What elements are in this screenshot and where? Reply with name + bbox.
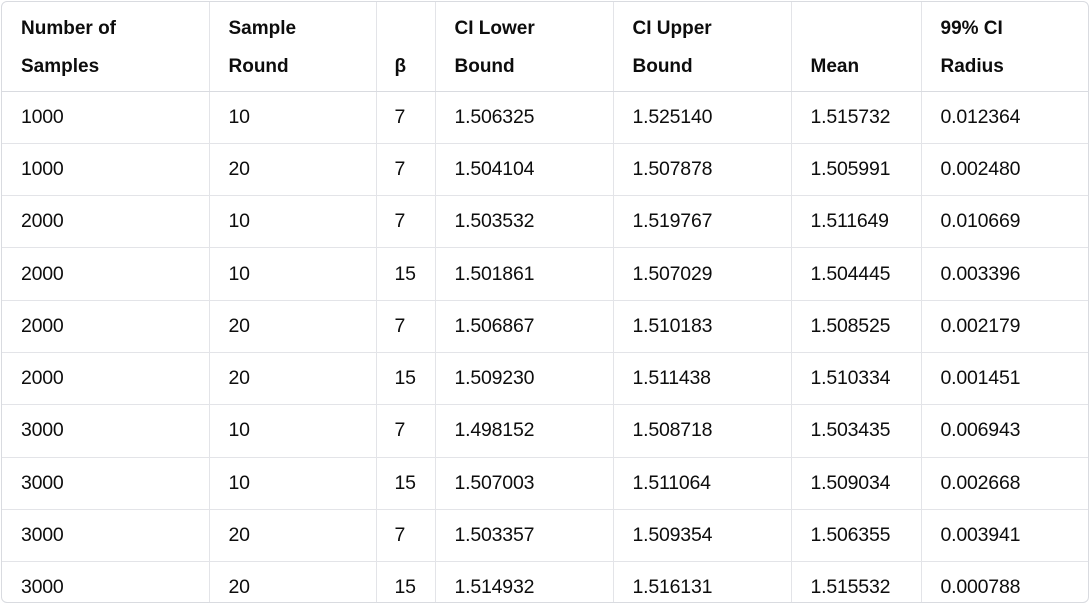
header-ci-upper-bound: CI Upper Bound [613, 2, 792, 92]
cell-number-of-samples: 3000 [2, 457, 210, 510]
cell-ci-upper-bound: 1.511064 [613, 457, 792, 510]
cell-ci-lower-bound: 1.507003 [435, 457, 614, 510]
cell-ci-radius: 0.010669 [921, 195, 1088, 249]
table-body: 1000 10 7 1.506325 1.525140 1.515732 0.012364 1… [2, 91, 1088, 602]
cell-number-of-samples: 2000 [2, 247, 210, 301]
cell-mean: 1.505991 [791, 143, 922, 197]
cell-ci-upper-bound: 1.511438 [613, 352, 792, 406]
header-mean: Mean [791, 2, 922, 92]
cell-ci-lower-bound: 1.506867 [435, 300, 614, 353]
cell-ci-upper-bound: 1.509354 [613, 509, 792, 563]
table-row: 3000 20 15 1.514932 1.516131 1.515532 0.000788 [2, 561, 1088, 602]
cell-ci-radius: 0.003941 [921, 509, 1088, 563]
cell-ci-upper-bound: 1.510183 [613, 300, 792, 353]
cell-ci-lower-bound: 1.501861 [435, 247, 614, 301]
cell-ci-upper-bound: 1.507029 [613, 247, 792, 301]
cell-ci-radius: 0.012364 [921, 91, 1088, 144]
cell-mean: 1.508525 [791, 300, 922, 353]
cell-beta: 15 [376, 352, 436, 406]
header-ci-radius: 99% CI Radius [921, 2, 1088, 92]
cell-ci-upper-bound: 1.525140 [613, 91, 792, 144]
cell-mean: 1.510334 [791, 352, 922, 406]
cell-sample-round: 20 [209, 509, 377, 563]
header-ci-lower-bound: CI Lower Bound [435, 2, 614, 92]
cell-mean: 1.504445 [791, 247, 922, 301]
cell-mean: 1.511649 [791, 195, 922, 249]
cell-ci-lower-bound: 1.506325 [435, 91, 614, 144]
cell-ci-upper-bound: 1.508718 [613, 404, 792, 458]
cell-number-of-samples: 2000 [2, 352, 210, 406]
table-header: Number of Samples Sample Round β CI Lowe… [2, 2, 1088, 92]
cell-ci-upper-bound: 1.519767 [613, 195, 792, 249]
cell-beta: 15 [376, 457, 436, 510]
table-row: 3000 10 7 1.498152 1.508718 1.503435 0.006943 [2, 404, 1088, 458]
cell-sample-round: 10 [209, 195, 377, 249]
table-row: 3000 20 7 1.503357 1.509354 1.506355 0.003941 [2, 509, 1088, 563]
cell-sample-round: 10 [209, 457, 377, 510]
cell-beta: 7 [376, 91, 436, 144]
cell-number-of-samples: 3000 [2, 509, 210, 563]
cell-beta: 7 [376, 300, 436, 353]
cell-mean: 1.515732 [791, 91, 922, 144]
cell-beta: 15 [376, 247, 436, 301]
cell-sample-round: 20 [209, 143, 377, 197]
cell-ci-lower-bound: 1.503532 [435, 195, 614, 249]
cell-beta: 7 [376, 509, 436, 563]
cell-mean: 1.506355 [791, 509, 922, 563]
cell-ci-lower-bound: 1.504104 [435, 143, 614, 197]
cell-number-of-samples: 3000 [2, 404, 210, 458]
cell-ci-radius: 0.003396 [921, 247, 1088, 301]
cell-mean: 1.515532 [791, 561, 922, 602]
cell-mean: 1.503435 [791, 404, 922, 458]
cell-mean: 1.509034 [791, 457, 922, 510]
cell-sample-round: 10 [209, 91, 377, 144]
cell-ci-upper-bound: 1.507878 [613, 143, 792, 197]
cell-ci-radius: 0.002668 [921, 457, 1088, 510]
cell-ci-radius: 0.002179 [921, 300, 1088, 353]
header-beta: β [376, 2, 436, 92]
cell-ci-lower-bound: 1.498152 [435, 404, 614, 458]
cell-sample-round: 10 [209, 404, 377, 458]
header-number-of-samples: Number of Samples [2, 2, 210, 92]
header-sample-round: Sample Round [209, 2, 377, 92]
cell-ci-lower-bound: 1.509230 [435, 352, 614, 406]
table-row: 3000 10 15 1.507003 1.511064 1.509034 0.002668 [2, 457, 1088, 510]
cell-number-of-samples: 2000 [2, 300, 210, 353]
header-row: Number of Samples Sample Round β CI Lowe… [2, 2, 1088, 92]
table-row: 1000 10 7 1.506325 1.525140 1.515732 0.012364 [2, 91, 1088, 144]
cell-sample-round: 20 [209, 300, 377, 353]
cell-sample-round: 20 [209, 561, 377, 602]
table-row: 2000 10 15 1.501861 1.507029 1.504445 0.003396 [2, 247, 1088, 301]
table-row: 2000 20 15 1.509230 1.511438 1.510334 0.001451 [2, 352, 1088, 406]
cell-ci-radius: 0.002480 [921, 143, 1088, 197]
cell-beta: 7 [376, 143, 436, 197]
cell-ci-radius: 0.000788 [940, 576, 1021, 599]
cell-sample-round: 20 [209, 352, 377, 406]
cell-ci-radius: 0.006943 [921, 404, 1088, 458]
cell-number-of-samples: 2000 [2, 195, 210, 249]
cell-ci-radius: 0.001451 [921, 352, 1088, 406]
cell-number-of-samples: 3000 [2, 561, 210, 602]
table-row: 2000 20 7 1.506867 1.510183 1.508525 0.002179 [2, 300, 1088, 353]
cell-number-of-samples: 1000 [2, 143, 210, 197]
cell-beta: 7 [376, 404, 436, 458]
cell-beta: 7 [376, 195, 436, 249]
table-row: 2000 10 7 1.503532 1.519767 1.511649 0.010669 [2, 195, 1088, 249]
cell-ci-lower-bound: 1.514932 [435, 561, 614, 602]
table-row: 1000 20 7 1.504104 1.507878 1.505991 0.002480 [2, 143, 1088, 197]
cell-sample-round: 10 [209, 247, 377, 301]
cell-beta: 15 [376, 561, 436, 602]
cell-number-of-samples: 1000 [2, 91, 210, 144]
cell-ci-lower-bound: 1.503357 [435, 509, 614, 563]
cell-ci-upper-bound: 1.516131 [613, 561, 792, 602]
